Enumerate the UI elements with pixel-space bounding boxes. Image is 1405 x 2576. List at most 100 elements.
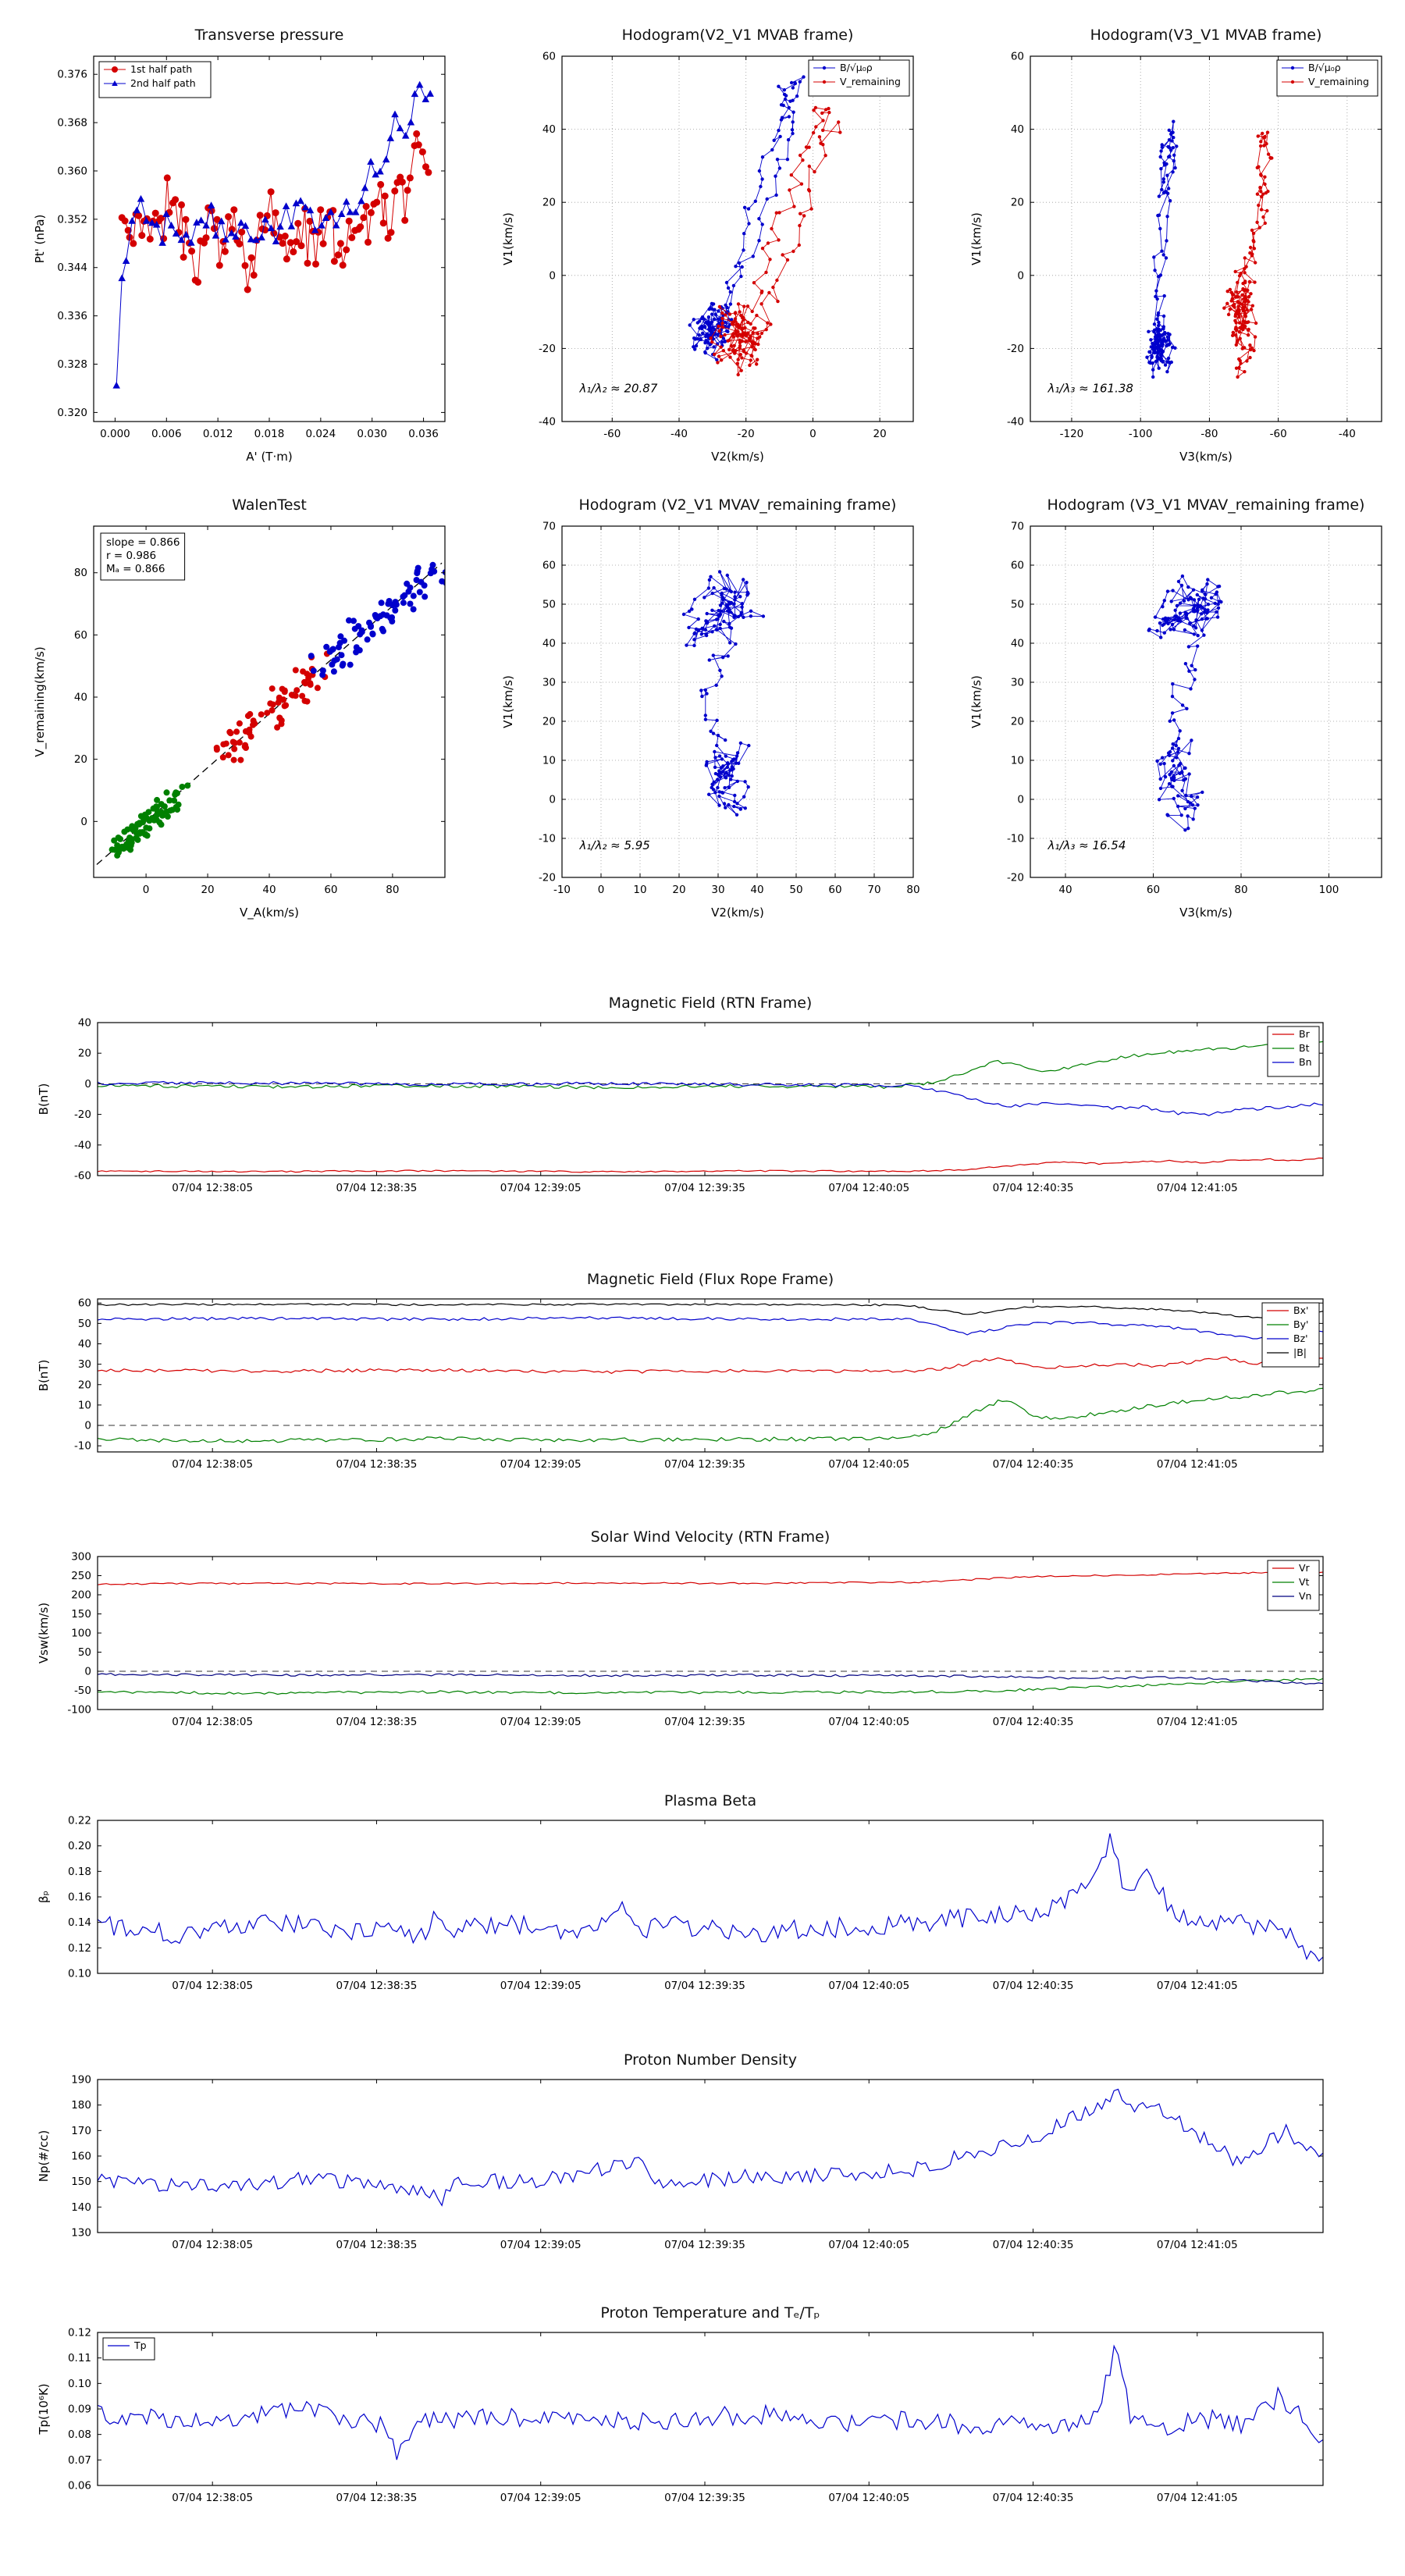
x-tick-label: 07/04 12:38:35 <box>336 1182 418 1194</box>
y-tick-label: -100 <box>67 1704 91 1717</box>
legend: B/√μ₀ρ V_remaining <box>808 59 910 97</box>
title-plasma-beta: Plasma Beta <box>663 1792 757 1809</box>
legend: Bx' By' Bz' |B| <box>1261 1302 1320 1368</box>
y-tick-label: 30 <box>1011 677 1024 689</box>
y-tick-label: 0.16 <box>68 1891 91 1904</box>
series-walen-test-2 <box>308 561 445 678</box>
plot-area-hodogram-v3v1-mvab <box>1145 119 1274 379</box>
x-axis-label: A' (T·m) <box>246 450 292 464</box>
x-tick-label: 07/04 12:39:35 <box>664 1182 745 1194</box>
chart-hodogram-v2v1-mvab: -60 -40 -20 0 20 -40 -20 0 20 40 60 V2(km/s) V1(km/s… <box>501 51 914 464</box>
x-tick-label: 20 <box>873 428 887 440</box>
y-tick-label: 40 <box>1011 638 1024 650</box>
annotation: λ₁/λ₃ ≈ 161.38 <box>1048 382 1133 396</box>
y-tick-label: 0.07 <box>68 2454 91 2467</box>
legend-label: B/√μ₀ρ <box>840 62 873 73</box>
y-tick-label: 200 <box>71 1589 91 1602</box>
y-tick-label: 0 <box>80 816 87 828</box>
x-tick-label: 50 <box>789 884 802 896</box>
chart-hodogram-v2v1-mvav: -10 0 10 20 30 40 50 60 70 80-20-1001020304050607… <box>501 521 920 920</box>
x-tick-label: 07/04 12:38:35 <box>336 2492 418 2504</box>
stats-box-line: slope = 0.866 <box>106 536 180 549</box>
x-tick-label: -60 <box>1270 428 1287 440</box>
y-tick-label: 0 <box>1017 269 1024 282</box>
x-tick-label: -60 <box>603 428 621 440</box>
x-tick-label: 07/04 12:38:35 <box>336 1716 418 1728</box>
y-tick-label: 0.08 <box>68 2428 91 2441</box>
y-tick-label: 0.352 <box>57 213 87 226</box>
series-V_remaining <box>709 105 842 377</box>
series-Bz' <box>98 1316 1323 1340</box>
series-By' <box>98 1387 1323 1443</box>
y-tick-label: 0 <box>1017 794 1024 806</box>
series-2nd half path <box>112 80 434 389</box>
y-tick-label: 20 <box>1011 716 1024 728</box>
axes-frame <box>561 525 914 878</box>
x-tick-label: 07/04 12:39:35 <box>664 2239 745 2251</box>
axes-frame <box>97 1022 1324 1176</box>
y-tick-label: 40 <box>542 638 556 650</box>
x-tick-label: 07/04 12:38:35 <box>336 1980 418 1992</box>
y-tick-label: 0.18 <box>68 1866 91 1878</box>
x-tick-label: 20 <box>672 884 685 896</box>
title-hodogram-v3v1-mvab: Hodogram(V3_V1 MVAB frame) <box>1090 27 1322 44</box>
series-B/√μ₀ρ <box>688 75 806 362</box>
x-tick-label: 40 <box>750 884 763 896</box>
y-tick-label: 250 <box>71 1570 91 1582</box>
x-tick-label: 0.030 <box>357 428 387 440</box>
y-tick-label: 20 <box>1011 197 1024 209</box>
x-tick-label: 07/04 12:38:05 <box>172 1182 253 1194</box>
x-axis-label: V2(km/s) <box>711 450 764 464</box>
y-tick-label: 50 <box>1011 599 1024 611</box>
y-tick-label: 0 <box>549 269 556 282</box>
y-axis-label: B(nT) <box>37 1083 51 1115</box>
y-tick-label: -10 <box>539 833 556 845</box>
x-tick-label: 07/04 12:40:05 <box>828 2492 909 2504</box>
y-axis-label: V1(km/s) <box>501 212 515 265</box>
y-tick-label: 50 <box>78 1318 91 1330</box>
legend-label: Bn <box>1299 1056 1312 1068</box>
axes-frame <box>97 1298 1324 1453</box>
title-proton-temperature: Proton Temperature and Tₑ/Tₚ <box>600 2304 820 2322</box>
y-tick-label: 0 <box>84 1666 91 1678</box>
axes-frame <box>1030 55 1382 422</box>
y-tick-label: 0.360 <box>57 165 87 177</box>
legend-label: Vr <box>1299 1562 1311 1574</box>
y-tick-label: 180 <box>71 2099 91 2112</box>
y-tick-label: 0.328 <box>57 358 87 371</box>
series-Vn <box>98 1672 1323 1685</box>
series-walen-test-0 <box>108 782 191 859</box>
x-tick-label: 07/04 12:39:35 <box>664 1980 745 1992</box>
series-V_remaining <box>1222 130 1274 379</box>
plot-area-mag-field-fluxrope <box>98 1303 1323 1443</box>
x-tick-label: 0.036 <box>408 428 439 440</box>
x-tick-label: 07/04 12:38:35 <box>336 1458 418 1471</box>
y-axis-label: Pt' (nPa) <box>33 215 47 264</box>
legend: B/√μ₀ρ V_remaining <box>1276 59 1378 97</box>
y-tick-label: 0.12 <box>68 2327 91 2339</box>
x-tick-label: 07/04 12:40:35 <box>993 1182 1074 1194</box>
y-tick-label: 70 <box>542 521 556 533</box>
plot-area-proton-number-density <box>98 2088 1323 2207</box>
y-axis-label: V_remaining(km/s) <box>33 646 48 756</box>
y-tick-label: 10 <box>542 755 556 767</box>
x-tick-label: 0.000 <box>100 428 130 440</box>
y-tick-label: 60 <box>1011 51 1024 63</box>
x-tick-label: 07/04 12:39:05 <box>500 1716 582 1728</box>
y-tick-label: 20 <box>542 716 556 728</box>
stats-box-line: r = 0.986 <box>106 550 156 562</box>
y-axis-label: Np(#/cc) <box>37 2130 51 2183</box>
legend-label: Bz' <box>1293 1332 1308 1344</box>
title-hodogram-v3v1-mvav: Hodogram (V3_V1 MVAV_remaining frame) <box>1047 496 1365 514</box>
x-tick-label: 07/04 12:39:05 <box>500 1182 582 1194</box>
x-tick-label: 40 <box>1058 884 1072 896</box>
series-hodogram-v2v1-mvav-0 <box>681 570 766 817</box>
legend-label: 1st half path <box>130 63 192 75</box>
y-tick-label: -20 <box>74 1108 91 1121</box>
y-tick-label: -40 <box>539 416 556 429</box>
chart-hodogram-v3v1-mvab: -120 -100 -80 -60 -40 -40 -20 0 20 40 60 V3(km/s) V1… <box>969 51 1382 464</box>
series-Br <box>98 1157 1323 1173</box>
x-tick-label: 07/04 12:38:05 <box>172 2492 253 2504</box>
y-tick-label: -10 <box>1007 833 1024 845</box>
